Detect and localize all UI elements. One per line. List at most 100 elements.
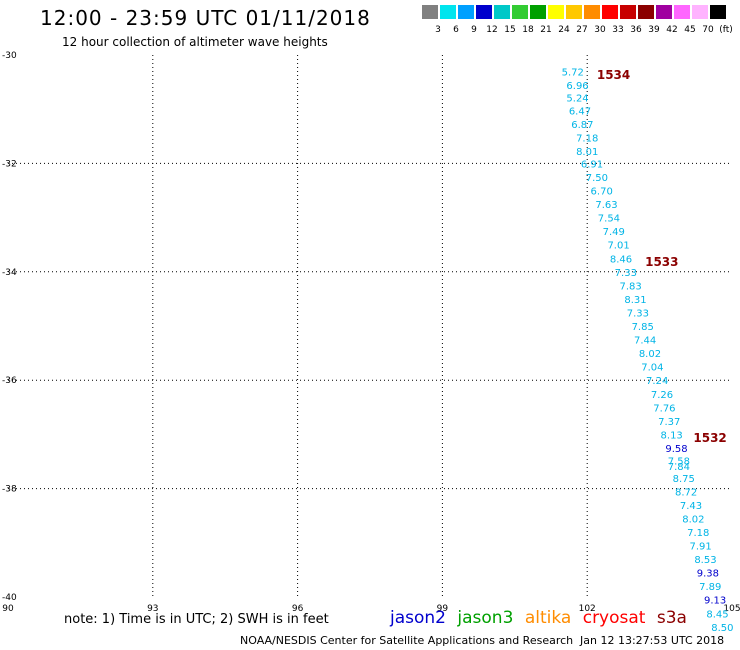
wave-height-value: 8.02 xyxy=(682,514,704,525)
latitude-tick-label: -30 xyxy=(2,51,17,61)
longitude-tick-label: 93 xyxy=(147,604,158,614)
color-scale-label: 18 xyxy=(522,25,534,35)
wave-height-value: 8.72 xyxy=(675,487,697,498)
color-scale-label: 42 xyxy=(666,25,678,35)
wave-height-value: 6.87 xyxy=(571,120,593,131)
color-swatch xyxy=(476,5,492,19)
wave-height-value: 6.96 xyxy=(566,81,588,92)
color-scale-label: 21 xyxy=(540,25,552,35)
color-scale-label: 33 xyxy=(612,25,624,35)
wave-height-value: 8.53 xyxy=(694,555,716,566)
color-scale-label: 24 xyxy=(558,25,570,35)
wave-height-value: 7.33 xyxy=(615,268,637,279)
wave-height-value: 7.18 xyxy=(687,528,709,539)
color-scale-label: (ft) xyxy=(719,25,733,35)
wave-height-value: 6.91 xyxy=(581,159,603,170)
wave-height-value: 7.50 xyxy=(586,173,608,184)
color-scale-label: 30 xyxy=(594,25,606,35)
color-scale-label: 70 xyxy=(702,25,714,35)
color-scale-label: 9 xyxy=(471,25,477,35)
longitude-tick-label: 90 xyxy=(2,604,14,614)
legend-s3a: s3a xyxy=(656,608,687,628)
longitude-tick-label: 102 xyxy=(579,604,596,614)
units-note: note: 1) Time is in UTC; 2) SWH is in fe… xyxy=(64,612,329,627)
color-swatch xyxy=(422,5,438,19)
wave-height-value: 7.04 xyxy=(641,363,663,374)
satellite-legend: jason2 jason3 altika cryosat s3a xyxy=(390,608,693,628)
generated-timestamp: Jan 12 13:27:53 UTC 2018 xyxy=(580,634,725,647)
color-swatch xyxy=(584,5,600,19)
color-swatch xyxy=(602,5,618,19)
color-swatch xyxy=(566,5,582,19)
wave-height-value: 7.58 xyxy=(668,456,690,467)
color-swatch xyxy=(710,5,726,19)
wave-height-value: 7.01 xyxy=(607,241,629,252)
wave-height-value: 6.47 xyxy=(569,106,591,117)
latitude-tick-label: -40 xyxy=(2,593,17,603)
wave-height-value: 7.49 xyxy=(603,227,625,238)
color-scale-label: 6 xyxy=(453,25,459,35)
longitude-tick-label: 99 xyxy=(437,604,449,614)
wave-height-value: 8.50 xyxy=(711,623,733,634)
color-scale-label: 36 xyxy=(630,25,642,35)
wave-height-value: 8.02 xyxy=(639,349,661,360)
wave-height-value: 7.54 xyxy=(598,214,620,225)
color-swatch xyxy=(548,5,564,19)
wave-height-value: 6.70 xyxy=(591,187,613,198)
latitude-tick-label: -32 xyxy=(2,159,17,169)
color-swatch xyxy=(620,5,636,19)
legend-jason2: jason2 xyxy=(390,608,446,628)
color-swatch xyxy=(692,5,708,19)
color-scale-label: 39 xyxy=(648,25,660,35)
wave-height-value: 7.84 xyxy=(668,462,690,473)
latitude-tick-label: -36 xyxy=(2,376,17,386)
legend-cryosat: cryosat xyxy=(582,608,646,628)
wave-height-value: 7.76 xyxy=(653,403,675,414)
color-swatch xyxy=(494,5,510,19)
color-scale-label: 12 xyxy=(486,25,498,35)
wave-height-value: 5.24 xyxy=(566,93,588,104)
color-swatch xyxy=(638,5,654,19)
chart-subtitle: 12 hour collection of altimeter wave hei… xyxy=(62,35,328,49)
pass-number-label: 1533 xyxy=(645,255,678,269)
wave-height-value: 8.75 xyxy=(673,474,695,485)
wave-height-value: 7.26 xyxy=(651,390,673,401)
wave-height-value: 7.83 xyxy=(620,281,642,292)
credit-line: NOAA/NESDIS Center for Satellite Applica… xyxy=(240,634,574,647)
wave-height-value: 8.01 xyxy=(576,147,598,158)
wave-height-value: 9.13 xyxy=(704,596,726,607)
legend-altika: altika xyxy=(524,608,572,628)
color-swatch xyxy=(656,5,672,19)
wave-height-value: 8.45 xyxy=(706,609,728,620)
pass-number-label: 1534 xyxy=(597,68,630,82)
color-swatch xyxy=(530,5,546,19)
wave-height-value: 7.24 xyxy=(646,376,668,387)
legend-jason3: jason3 xyxy=(457,608,514,628)
wave-height-value: 7.89 xyxy=(699,582,721,593)
wave-height-value: 9.38 xyxy=(697,569,719,580)
color-scale-label: 45 xyxy=(684,25,696,35)
wave-height-value: 7.18 xyxy=(576,133,598,144)
latitude-tick-label: -34 xyxy=(2,268,17,278)
pass-number-label: 1532 xyxy=(693,431,726,445)
wave-height-value: 9.58 xyxy=(665,444,687,455)
color-scale-label: 3 xyxy=(435,25,441,35)
wave-height-value: 7.33 xyxy=(627,308,649,319)
wave-height-value: 7.44 xyxy=(634,336,656,347)
color-scale-label: 27 xyxy=(576,25,588,35)
color-swatch xyxy=(458,5,474,19)
latitude-tick-label: -38 xyxy=(2,485,17,495)
wave-height-value: 7.85 xyxy=(632,322,654,333)
color-swatch xyxy=(512,5,528,19)
wave-height-value: 5.72 xyxy=(562,67,584,78)
wave-height-value: 8.46 xyxy=(610,254,632,265)
wave-height-value: 7.63 xyxy=(595,200,617,211)
chart-title: 12:00 - 23:59 UTC 01/11/2018 xyxy=(40,6,371,30)
wave-height-value: 8.31 xyxy=(624,295,646,306)
longitude-tick-label: 105 xyxy=(723,604,740,614)
color-scale-label: 15 xyxy=(504,25,516,35)
longitude-tick-label: 96 xyxy=(292,604,304,614)
wave-height-value: 7.37 xyxy=(658,417,680,428)
color-swatch xyxy=(674,5,690,19)
